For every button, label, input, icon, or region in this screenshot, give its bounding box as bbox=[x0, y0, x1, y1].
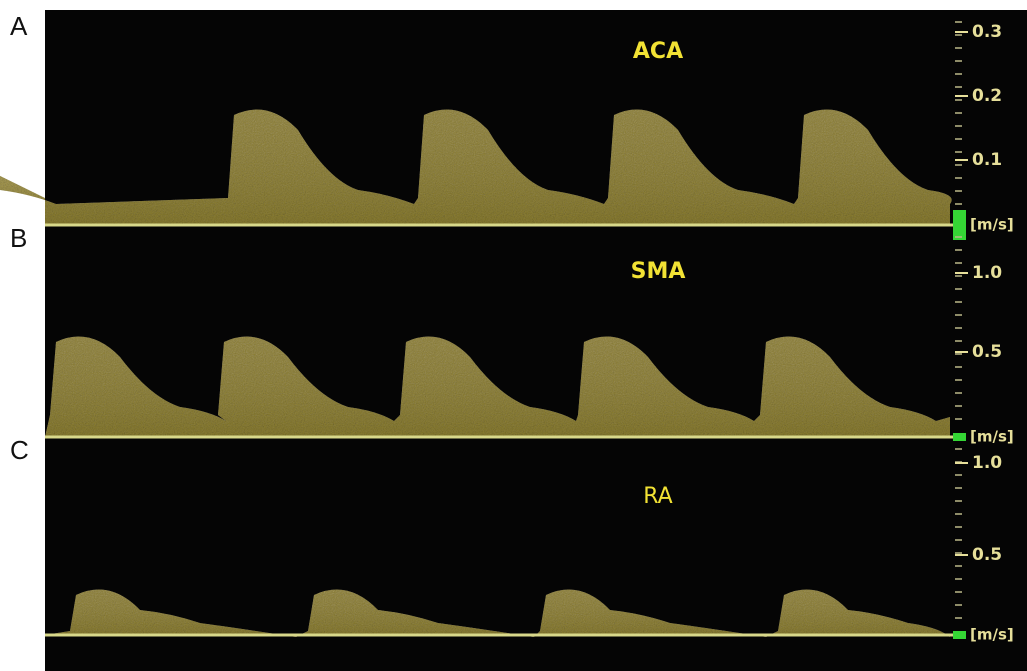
panel-letter: A bbox=[10, 11, 28, 41]
scale-marker bbox=[953, 433, 966, 441]
unit-label: [m/s] bbox=[970, 626, 1014, 644]
vessel-name: SMA bbox=[631, 259, 686, 284]
scale-label: 0.2 bbox=[972, 86, 1002, 106]
scale-marker bbox=[953, 210, 966, 240]
vessel-name: RA bbox=[643, 484, 672, 509]
scale-marker bbox=[953, 631, 966, 639]
unit-label: [m/s] bbox=[970, 428, 1014, 446]
doppler-image bbox=[45, 10, 1027, 671]
scale-label: 0.3 bbox=[972, 22, 1002, 42]
scale-label: 1.0 bbox=[972, 453, 1002, 473]
panel-letter: B bbox=[10, 223, 27, 253]
figure: A ACA 0.3 0.2 0.1 [m/s] B SMA 1.0 0.5 [m/s] C RA 1.0 0… bbox=[0, 0, 1027, 671]
scale-label: 0.5 bbox=[972, 545, 1002, 565]
scale-label: 1.0 bbox=[972, 263, 1002, 283]
vessel-name: ACA bbox=[633, 39, 683, 64]
scale-label: 0.5 bbox=[972, 342, 1002, 362]
panel-letter: C bbox=[10, 435, 29, 465]
scale-label: 0.1 bbox=[972, 150, 1002, 170]
unit-label: [m/s] bbox=[970, 216, 1014, 234]
